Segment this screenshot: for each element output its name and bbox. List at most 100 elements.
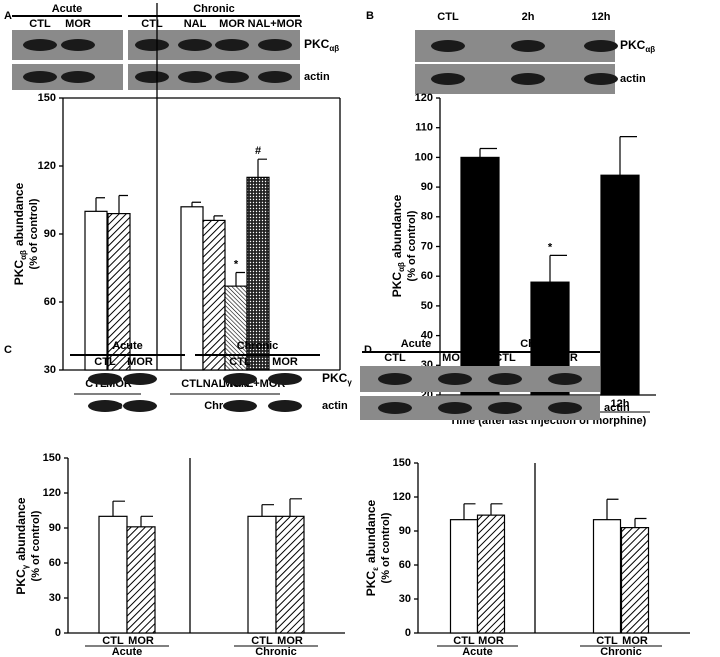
blot-lane-label: MOR — [219, 18, 245, 30]
blot-loading-label: actin — [604, 402, 630, 414]
blot-lane-label: CTL — [94, 356, 116, 368]
y-axis-label-text: abundance — [14, 497, 28, 561]
blot-band — [223, 373, 257, 385]
error-bar — [95, 197, 105, 212]
y-tick-label: 150 — [43, 452, 61, 464]
blot-band — [511, 40, 545, 52]
bar — [449, 519, 479, 634]
blot-lane-label: 12h — [592, 11, 611, 23]
x-tick-label: CTL — [596, 635, 618, 647]
blot-protein-label-main: PKC — [322, 371, 348, 385]
blot-band — [215, 71, 249, 83]
bar — [620, 526, 650, 634]
blot-band — [438, 402, 472, 414]
y-tick-label: 60 — [49, 557, 61, 569]
blot-protein-label-main: PKC — [604, 371, 630, 385]
blot-loading-label: actin — [304, 71, 330, 83]
blot-lane-label: MOR — [442, 352, 468, 364]
y-axis-label-subscript: αβ — [19, 250, 28, 260]
y-tick-label: 50 — [421, 300, 433, 312]
y-tick-label: 150 — [38, 92, 56, 104]
y-axis-label-2: (% of control) — [30, 510, 42, 581]
panel-label: D — [364, 344, 372, 356]
blot-lane-label: CTL — [494, 352, 516, 364]
blot-protein-label: PKCε — [604, 371, 633, 387]
blot-band — [258, 71, 292, 83]
bar — [460, 156, 500, 396]
blot-protein-label-main: PKC — [620, 38, 646, 52]
error-bar — [289, 498, 302, 517]
y-axis-label-main: PKC — [12, 260, 26, 286]
y-axis-label-2: (% of control) — [380, 512, 392, 583]
y-axis-label-subscript: γ — [21, 564, 30, 569]
blot-protein-label-subscript: γ — [347, 378, 352, 387]
y-axis-label-subscript: ε — [371, 567, 380, 571]
blot-band — [268, 400, 302, 412]
bar — [98, 515, 128, 634]
blot-lane-label: MOR — [65, 18, 91, 30]
blot-band — [584, 73, 618, 85]
significance-marker: # — [255, 145, 261, 157]
blot-protein-label: PKCαβ — [620, 38, 655, 54]
x-tick-label: MOR — [277, 635, 303, 647]
blot-protein-label-subscript: αβ — [329, 44, 339, 53]
blot-band — [88, 400, 122, 412]
error-bar — [490, 503, 503, 516]
blot-band — [258, 39, 292, 51]
y-tick-label: 120 — [415, 92, 433, 104]
y-axis-label-2: (% of control) — [28, 198, 40, 269]
bar — [247, 515, 277, 634]
y-tick-label: 0 — [405, 627, 411, 639]
y-axis-label-main: PKC — [390, 272, 404, 298]
y-tick-label: 60 — [421, 270, 433, 282]
y-tick-label: 100 — [415, 151, 433, 163]
blot-group-label: Chronic — [237, 340, 279, 352]
y-axis-label: PKCαβ abundance — [390, 194, 406, 297]
error-bar — [213, 215, 223, 221]
significance-marker: * — [234, 258, 239, 270]
x-tick-label: CTL — [453, 635, 475, 647]
blot-lane-label: CTL — [141, 18, 163, 30]
error-bar — [118, 194, 128, 214]
bar — [180, 206, 204, 371]
y-axis-label-text: abundance — [364, 499, 378, 563]
blot-band — [223, 400, 257, 412]
blot-lane-label: 2h — [522, 11, 535, 23]
x-tick-label: MOR — [128, 635, 154, 647]
x-tick-label: 12h — [611, 398, 630, 410]
group-label: Acute — [112, 646, 143, 657]
blot-protein-label-subscript: αβ — [645, 45, 655, 54]
y-tick-label: 30 — [399, 593, 411, 605]
y-tick-label: 90 — [421, 181, 433, 193]
blot-band — [548, 402, 582, 414]
bar — [84, 210, 108, 371]
blot-group-label: Acute — [112, 340, 143, 352]
x-tick-label: MOR — [622, 635, 648, 647]
x-tick-label: MOR — [478, 635, 504, 647]
y-tick-label: 0 — [55, 627, 61, 639]
y-tick-label: 30 — [49, 592, 61, 604]
blot-band — [488, 373, 522, 385]
bar — [202, 219, 226, 371]
y-axis-label-text: abundance — [12, 182, 26, 246]
significance-marker: * — [548, 241, 553, 253]
blot-band — [88, 373, 122, 385]
error-bar — [112, 500, 125, 517]
y-axis-label: PKCε abundance — [364, 499, 380, 596]
blot-band — [61, 39, 95, 51]
error-bar — [619, 136, 637, 176]
blot-band — [215, 39, 249, 51]
error-bar — [549, 254, 567, 283]
bar — [476, 514, 506, 634]
error-bar — [140, 515, 153, 527]
blot-lane-label: NAL+MOR — [248, 18, 303, 30]
y-tick-label: 80 — [421, 211, 433, 223]
y-tick-label: 40 — [421, 330, 433, 342]
error-bar — [479, 147, 497, 158]
blot-lane-label: MOR — [272, 356, 298, 368]
panel-label: C — [4, 344, 12, 356]
blot-group-label: Acute — [52, 3, 83, 15]
blot-protein-label-subscript: ε — [629, 378, 633, 387]
x-tick-label: CTL — [102, 635, 124, 647]
